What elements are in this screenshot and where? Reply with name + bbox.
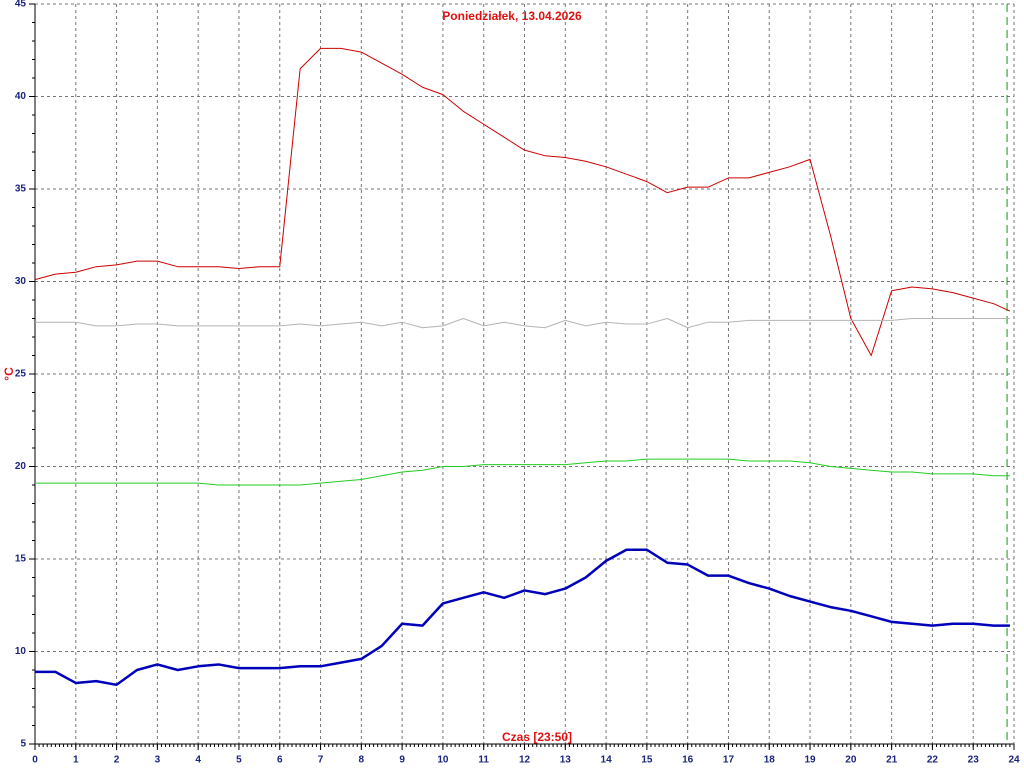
y-tick-label: 25 (15, 369, 27, 380)
minor-ticks (32, 3, 1015, 747)
y-tick-label: 45 (15, 0, 27, 10)
y-tick-label: 30 (15, 276, 27, 287)
x-tick-label: 2 (114, 755, 120, 766)
x-tick-label: 1 (73, 755, 79, 766)
y-tick-label: 15 (15, 554, 27, 565)
y-tick-label: 10 (15, 646, 27, 657)
x-tick-label: 4 (195, 755, 201, 766)
series-line (35, 458, 1010, 486)
x-tick-label: 18 (764, 755, 776, 766)
x-tick-label: 6 (277, 755, 283, 766)
x-tick-label: 14 (601, 755, 613, 766)
x-axis-label: Czas [23:50] (502, 730, 572, 744)
y-axis-label: °C (2, 367, 16, 381)
x-tick-label: 23 (968, 755, 980, 766)
x-tick-label: 16 (682, 755, 694, 766)
series-line (35, 548, 1010, 687)
x-tick-label: 0 (32, 755, 38, 766)
x-tick-label: 21 (886, 755, 898, 766)
x-tick-label: 12 (519, 755, 531, 766)
x-tick-label: 19 (804, 755, 816, 766)
chart-title: Poniedziałek, 13.04.2026 (442, 9, 582, 23)
x-tick-label: 8 (359, 755, 365, 766)
x-tick-label: 7 (318, 755, 324, 766)
x-tick-label: 20 (845, 755, 857, 766)
x-tick-label: 24 (1008, 755, 1020, 766)
x-tick-label: 22 (927, 755, 939, 766)
x-tick-label: 17 (723, 755, 735, 766)
x-tick-label: 5 (236, 755, 242, 766)
x-tick-label: 3 (155, 755, 161, 766)
x-tick-label: 13 (560, 755, 572, 766)
y-tick-label: 5 (20, 739, 26, 750)
y-tick-label: 40 (15, 91, 27, 102)
series-line (35, 318, 1010, 329)
series-line (34, 47, 1011, 356)
y-tick-label: 20 (15, 461, 27, 472)
x-tick-label: 9 (399, 755, 405, 766)
x-tick-label: 10 (437, 755, 449, 766)
x-tick-label: 15 (641, 755, 653, 766)
x-tick-label: 11 (478, 755, 489, 766)
y-tick-label: 35 (15, 184, 27, 195)
